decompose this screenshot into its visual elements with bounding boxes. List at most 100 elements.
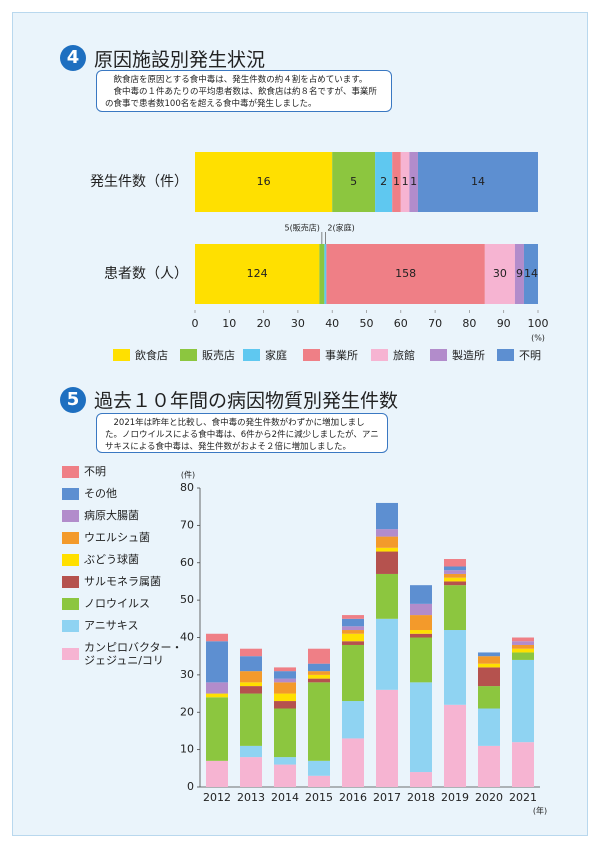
bar-segment xyxy=(342,626,364,631)
value-label: 2(家庭) xyxy=(327,223,354,233)
legend-item: 旅館 xyxy=(371,347,415,363)
bar-segment xyxy=(392,152,401,212)
legend-label: アニサキス xyxy=(84,619,139,632)
bar-segment xyxy=(478,652,500,657)
value-label: 1 xyxy=(393,175,400,188)
x-tick-label: 100 xyxy=(528,317,549,330)
bar-segment xyxy=(342,618,364,627)
y-axis-label: (件) xyxy=(181,470,195,480)
bar-segment xyxy=(444,585,466,631)
bar-segment xyxy=(332,152,376,212)
bar-segment xyxy=(206,697,228,761)
x-tick-label: 2018 xyxy=(407,791,435,804)
legend-item: 家庭 xyxy=(243,347,287,363)
category-label: 発生件数（件） xyxy=(90,174,188,190)
y-tick-label: 40 xyxy=(180,631,194,644)
legend-label: 旅館 xyxy=(393,349,415,362)
value-label: 30 xyxy=(493,267,507,280)
x-tick-label: 2019 xyxy=(441,791,469,804)
value-label: 9 xyxy=(516,267,523,280)
section-number: 5 xyxy=(60,387,86,413)
legend-item: アニサキス xyxy=(62,619,190,632)
legend-item: ぶどう球菌 xyxy=(62,553,190,566)
x-tick-label: 40 xyxy=(325,317,339,330)
bar-segment xyxy=(512,648,534,653)
legend-label: ノロウイルス xyxy=(84,597,150,610)
legend-swatch xyxy=(62,487,79,500)
value-label: 5(販売店) xyxy=(285,223,320,233)
x-tick-label: 60 xyxy=(394,317,408,330)
bar-segment xyxy=(274,701,296,709)
x-axis-label: (年) xyxy=(533,806,547,816)
x-tick-label: 70 xyxy=(428,317,442,330)
value-label: 158 xyxy=(395,267,416,280)
legend-item: 飲食店 xyxy=(113,347,168,363)
y-tick-label: 0 xyxy=(187,780,194,793)
paragraph: 飲食店を原因とする食中毒は、発生件数の約４割を占めています。 xyxy=(113,75,368,85)
bar-segment xyxy=(319,244,325,304)
x-tick-label: 2015 xyxy=(305,791,333,804)
x-tick-label: 2012 xyxy=(203,791,231,804)
bar-segment xyxy=(342,644,364,702)
legend-item: 病原大腸菌 xyxy=(62,509,190,522)
section-title: 過去１０年間の病因物質別発生件数 xyxy=(94,390,399,412)
bar-segment xyxy=(376,573,398,619)
bar-segment xyxy=(376,618,398,690)
bar-segment xyxy=(444,559,466,567)
legend-item: サルモネラ属菌 xyxy=(62,575,190,588)
legend-swatch xyxy=(303,349,320,361)
legend-item: 事業所 xyxy=(303,347,358,363)
bar-segment xyxy=(376,689,398,787)
text-box: 飲食店を原因とする食中毒は、発生件数の約４割を占めています。 食中毒の１件あたり… xyxy=(96,70,392,112)
legend-swatch xyxy=(113,349,130,361)
bar-segment xyxy=(444,570,466,574)
bar-segment xyxy=(206,682,228,694)
bar-segment xyxy=(410,637,432,683)
value-label: 16 xyxy=(257,175,271,188)
bar-segment xyxy=(409,152,418,212)
legend-swatch xyxy=(62,531,79,544)
legend-swatch xyxy=(62,597,79,610)
bar-segment xyxy=(514,244,524,304)
bar-segment xyxy=(240,686,262,694)
x-tick-label: 2013 xyxy=(237,791,265,804)
legend-swatch xyxy=(243,349,260,361)
bar-segment xyxy=(195,152,333,212)
bar-segment xyxy=(512,659,534,743)
y-tick-label: 60 xyxy=(180,556,194,569)
bar-segment xyxy=(342,633,364,642)
x-tick-label: 2020 xyxy=(475,791,503,804)
bar-segment xyxy=(240,648,262,657)
y-tick-label: 80 xyxy=(180,481,194,494)
x-tick-label: 2017 xyxy=(373,791,401,804)
bar-segment xyxy=(444,577,466,582)
legend-label: 不明 xyxy=(84,465,106,478)
legend-swatch xyxy=(180,349,197,361)
legend-label: カンピロバクター・ジェジュニ/コリ xyxy=(84,641,183,667)
bar-segment xyxy=(512,641,534,645)
bar-segment xyxy=(274,708,296,758)
section-title: 原因施設別発生状況 xyxy=(94,49,266,71)
y-tick-label: 70 xyxy=(180,518,194,531)
bar-segment xyxy=(478,667,500,687)
bar-segment xyxy=(274,678,296,683)
x-tick-label: 30 xyxy=(291,317,305,330)
bar-segment xyxy=(512,742,534,787)
bar-segment xyxy=(342,738,364,787)
bar-segment xyxy=(444,581,466,586)
text-box: 2021年は昨年と比較し、食中毒の発生件数がわずかに増加しました。ノロウイルスに… xyxy=(96,413,388,453)
bar-segment xyxy=(324,244,327,304)
bar-segment xyxy=(206,693,228,698)
legend-label: 事業所 xyxy=(325,349,358,362)
x-tick-label: 10 xyxy=(222,317,236,330)
x-axis-label: (%) xyxy=(531,334,545,343)
bar-segment xyxy=(206,760,228,787)
legend-swatch xyxy=(62,648,79,660)
bar-segment xyxy=(478,686,500,709)
bar-segment xyxy=(410,603,432,616)
bar-segment xyxy=(444,630,466,705)
legend-item: 販売店 xyxy=(180,347,235,363)
bar-segment xyxy=(240,757,262,787)
category-label: 患者数（人） xyxy=(104,266,188,282)
bar-segment xyxy=(308,671,330,675)
